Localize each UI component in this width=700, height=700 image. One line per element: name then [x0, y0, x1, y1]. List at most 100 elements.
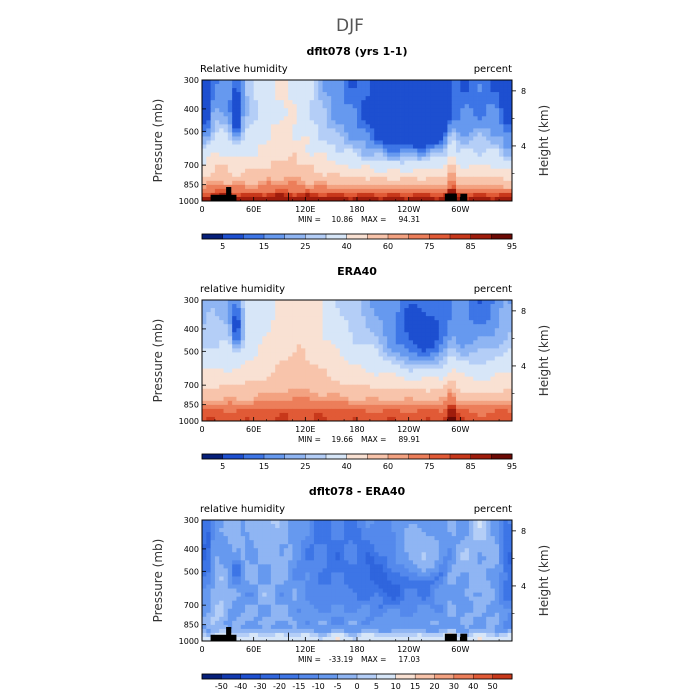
heatmap-cell [202, 364, 207, 369]
heatmap-cell [417, 388, 422, 394]
heatmap-cell [318, 408, 323, 414]
heatmap-cell [326, 84, 332, 89]
heatmap-cell [326, 544, 332, 549]
heatmap-cell [262, 332, 267, 337]
heatmap-cell [270, 324, 276, 329]
heatmap-cell [335, 340, 341, 345]
heatmap-cell [494, 160, 500, 166]
heatmap-cell [400, 308, 405, 313]
heatmap-cell [417, 136, 422, 141]
heatmap-cell [262, 376, 267, 382]
heatmap-cell [468, 360, 474, 365]
heatmap-cell [503, 528, 509, 533]
heatmap-cell [331, 300, 336, 305]
heatmap-cell [365, 348, 371, 353]
heatmap-cell [417, 152, 422, 158]
heatmap-cell [434, 188, 440, 194]
heatmap-cell [408, 96, 414, 101]
heatmap-cell [305, 340, 311, 345]
heatmap-cell [404, 364, 410, 369]
heatmap-cell [494, 340, 500, 345]
heatmap-cell [464, 184, 470, 190]
heatmap-cell [283, 528, 289, 533]
heatmap-cell [309, 520, 315, 525]
heatmap-cell [378, 192, 384, 198]
heatmap-cell [262, 156, 267, 162]
heatmap-cell [313, 80, 319, 85]
heatmap-cell [331, 520, 336, 525]
heatmap-cell [400, 88, 405, 93]
heatmap-cell [318, 156, 323, 162]
heatmap-cell [344, 156, 349, 162]
heatmap-cell [236, 320, 242, 325]
heatmap-cell [348, 112, 354, 117]
heatmap-cell [486, 412, 491, 418]
heatmap-cell [210, 548, 216, 553]
heatmap-cell [395, 328, 401, 333]
heatmap-cell [339, 312, 345, 317]
heatmap-cell [262, 192, 267, 198]
heatmap-cell [214, 404, 220, 410]
heatmap-cell [292, 356, 298, 361]
heatmap-cell [322, 544, 328, 549]
heatmap-cell [456, 396, 461, 402]
heatmap-cell [335, 196, 341, 202]
heatmap-cell [257, 336, 263, 341]
heatmap-cell [283, 524, 289, 529]
heatmap-cell [434, 356, 440, 361]
heatmap-cell [417, 380, 422, 386]
heatmap-cell [219, 320, 224, 325]
heatmap-cell [369, 144, 375, 149]
heatmap-cell [369, 532, 375, 537]
heatmap-cell [361, 532, 367, 537]
heatmap-cell [400, 396, 405, 402]
heatmap-cell [438, 416, 444, 422]
heatmap-cell [417, 352, 422, 357]
heatmap-cell [318, 92, 323, 97]
heatmap-cell [378, 108, 384, 113]
heatmap-cell [395, 120, 401, 125]
heatmap-cell [309, 388, 315, 394]
heatmap-cell [223, 160, 229, 166]
heatmap-cell [245, 140, 250, 145]
heatmap-cell [486, 308, 491, 313]
heatmap-cell [335, 132, 341, 137]
heatmap-cell [331, 348, 336, 353]
heatmap-cell [357, 184, 362, 190]
heatmap-cell [202, 532, 207, 537]
heatmap-cell [464, 324, 470, 329]
colorbar-swatch [284, 453, 306, 460]
heatmap-cell [262, 140, 267, 145]
heatmap-cell [357, 360, 362, 365]
heatmap-cell [305, 352, 311, 357]
heatmap-cell [507, 148, 513, 153]
heatmap-cell [270, 404, 276, 410]
heatmap-cell [344, 316, 349, 321]
heatmap-cell [339, 148, 345, 153]
heatmap-cell [270, 408, 276, 414]
heatmap-cell [240, 528, 246, 533]
heatmap-cell [335, 384, 341, 390]
heatmap-cell [202, 412, 207, 418]
heatmap-cell [456, 156, 461, 162]
heatmap-cell [253, 524, 259, 529]
heatmap-cell [352, 392, 358, 398]
heatmap-cell [451, 172, 457, 178]
heatmap-cell [382, 100, 388, 105]
heatmap-cell [365, 196, 371, 202]
heatmap-cell [339, 164, 345, 170]
heatmap-cell [305, 544, 311, 549]
heatmap-cell [331, 388, 336, 394]
heatmap-cell [421, 188, 427, 194]
heatmap-cell [249, 300, 255, 305]
heatmap-cell [240, 400, 246, 406]
heatmap-cell [425, 88, 431, 93]
heatmap-cell [283, 112, 289, 117]
heatmap-cell [296, 416, 302, 422]
heatmap-cell [412, 380, 418, 386]
heatmap-cell [210, 416, 216, 422]
heatmap-cell [477, 328, 483, 333]
heatmap-cell [245, 544, 250, 549]
heatmap-cell [331, 524, 336, 529]
heatmap-cell [210, 392, 216, 398]
